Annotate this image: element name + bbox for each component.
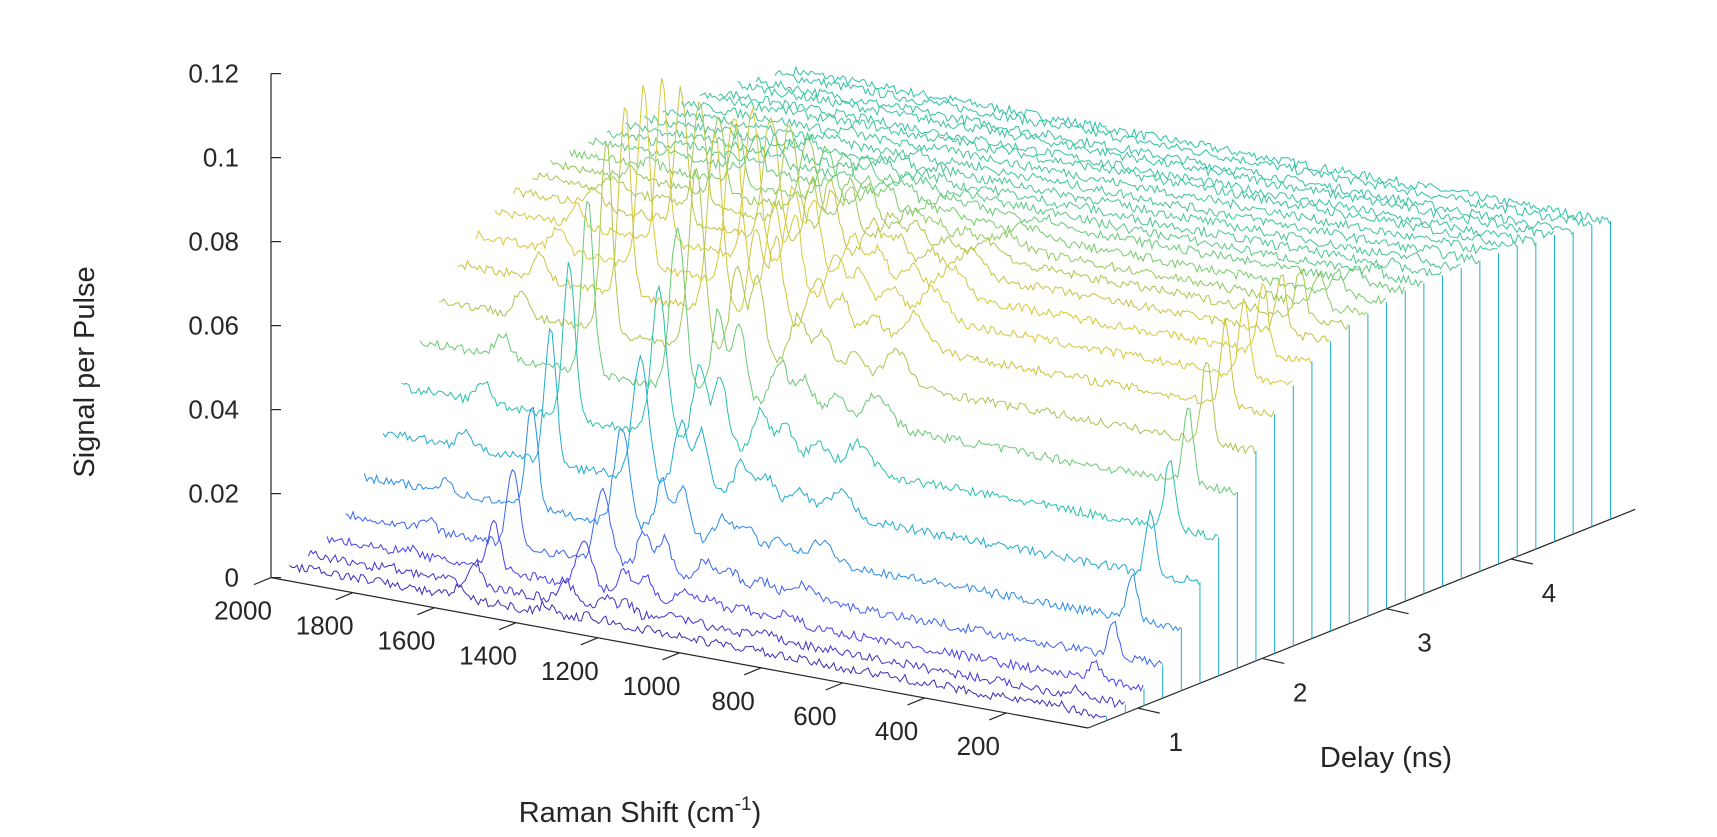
z-tick-label: 0.08 xyxy=(188,227,239,257)
spectrum-line xyxy=(643,114,1461,271)
z-axis-title: Signal per Pulse xyxy=(69,266,101,477)
spectrum-line xyxy=(307,549,1125,709)
x-tick-label: 400 xyxy=(875,716,918,746)
spectrum-line xyxy=(457,106,1275,418)
z-tick-label: 0 xyxy=(225,563,239,593)
ticks-group: 00.020.040.060.080.10.122000180016001400… xyxy=(188,59,1556,761)
spectrum-line xyxy=(718,90,1536,246)
spectrum-line xyxy=(438,142,1256,455)
x-tick xyxy=(743,667,762,676)
spectrum-line xyxy=(681,100,1498,255)
spectrum-line xyxy=(606,130,1424,288)
x-tick xyxy=(907,697,925,706)
spectrum-line xyxy=(737,80,1555,239)
z-tick-label: 0.04 xyxy=(188,395,239,425)
x-tick xyxy=(417,607,435,616)
y-tick-label: 4 xyxy=(1542,578,1556,608)
z-tick-label: 0.06 xyxy=(188,311,239,341)
x-tick-label: 200 xyxy=(957,731,1000,761)
spectrum-line xyxy=(532,101,1349,331)
spectrum-line xyxy=(662,109,1480,265)
spectrum-line xyxy=(774,69,1592,227)
spectrum-line xyxy=(475,84,1293,386)
x-tick-label: 600 xyxy=(793,701,836,731)
spectrum-line xyxy=(793,65,1611,226)
spectrum-line xyxy=(569,123,1387,305)
y-axis-title: Delay (ns) xyxy=(1320,742,1452,774)
x-tick xyxy=(498,622,517,631)
x-tick xyxy=(580,637,599,646)
spectrum-line xyxy=(699,92,1517,248)
spectrum-line xyxy=(588,133,1405,296)
y-tick xyxy=(1510,558,1534,565)
x-tick-label: 1600 xyxy=(377,626,435,656)
x-tick xyxy=(989,712,1007,721)
spectrum-line xyxy=(494,77,1312,364)
z-tick-label: 0.12 xyxy=(188,59,239,89)
spectrum-line xyxy=(550,115,1368,316)
spectrum-line xyxy=(419,200,1237,496)
spectrum-line xyxy=(326,519,1144,692)
z-tick-label: 0.02 xyxy=(188,479,239,509)
x-tick xyxy=(825,682,844,691)
x-tick-label: 2000 xyxy=(214,596,272,626)
spectrum-line xyxy=(513,86,1331,344)
spectrum-line xyxy=(289,563,1106,719)
y-tick xyxy=(1137,707,1160,714)
x-axis-title: Raman Shift (cm-1) xyxy=(519,794,762,829)
y-tick-label: 1 xyxy=(1169,727,1183,757)
spectra-group xyxy=(289,65,1611,721)
y-tick xyxy=(1262,657,1285,665)
x-tick xyxy=(335,592,353,601)
x-tick xyxy=(253,577,272,586)
x-tick-label: 1800 xyxy=(296,611,354,641)
spectrum-line xyxy=(382,327,1200,585)
y-tick xyxy=(1386,608,1409,615)
x-tick-label: 1400 xyxy=(459,641,517,671)
x-tick xyxy=(662,652,680,661)
spectrum-line xyxy=(363,406,1181,632)
x-tick-label: 1000 xyxy=(623,671,681,701)
x-tick-label: 800 xyxy=(712,686,755,716)
z-tick-label: 0.1 xyxy=(203,143,239,173)
spectrum-line xyxy=(345,468,1163,668)
y-axis-line xyxy=(1087,508,1636,729)
y-tick-label: 2 xyxy=(1293,677,1307,707)
spectrum-line xyxy=(401,262,1219,541)
x-tick-label: 1200 xyxy=(541,656,599,686)
y-tick-label: 3 xyxy=(1417,628,1431,658)
